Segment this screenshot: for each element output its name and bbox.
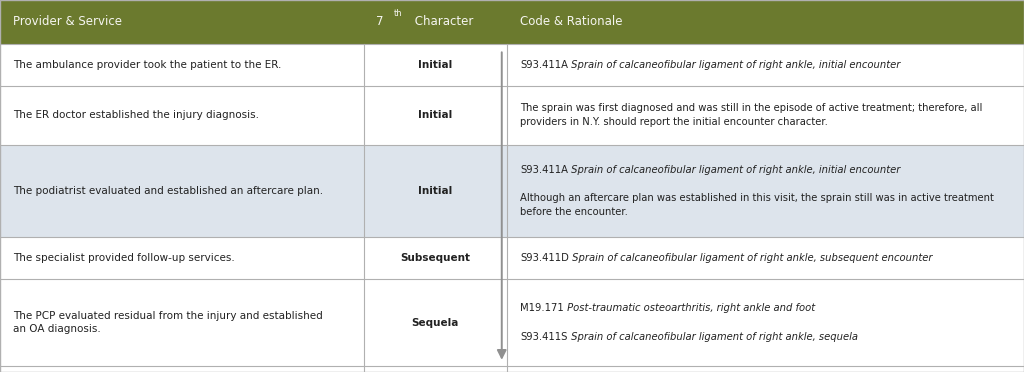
Text: The ambulance provider took the patient to the ER.: The ambulance provider took the patient … — [13, 60, 282, 70]
Text: The PCP evaluated residual from the injury and established
an OA diagnosis.: The PCP evaluated residual from the inju… — [13, 311, 323, 334]
Text: before the encounter.: before the encounter. — [520, 207, 628, 217]
Text: S93.411D: S93.411D — [520, 253, 569, 263]
Text: Provider & Service: Provider & Service — [13, 16, 122, 28]
Bar — [0, 237, 1024, 279]
Text: 7: 7 — [376, 16, 383, 28]
Text: The specialist provided follow-up services.: The specialist provided follow-up servic… — [13, 253, 236, 263]
Text: Sprain of calcaneofibular ligament of right ankle, initial encounter: Sprain of calcaneofibular ligament of ri… — [568, 60, 900, 70]
Text: M19.171: M19.171 — [520, 304, 564, 313]
Bar — [0, 145, 1024, 237]
Text: S93.411A: S93.411A — [520, 60, 568, 70]
Text: Post-traumatic osteoarthritis, right ankle and foot: Post-traumatic osteoarthritis, right ank… — [564, 304, 815, 313]
Text: Subsequent: Subsequent — [400, 253, 470, 263]
Text: Initial: Initial — [418, 60, 453, 70]
Text: Sprain of calcaneofibular ligament of right ankle, sequela: Sprain of calcaneofibular ligament of ri… — [567, 332, 857, 341]
Text: Character: Character — [411, 16, 473, 28]
Text: Although an aftercare plan was established in this visit, the sprain still was i: Although an aftercare plan was establish… — [520, 193, 994, 203]
Text: Sprain of calcaneofibular ligament of right ankle, initial encounter: Sprain of calcaneofibular ligament of ri… — [568, 165, 900, 174]
Text: The sprain was first diagnosed and was still in the episode of active treatment;: The sprain was first diagnosed and was s… — [520, 103, 983, 113]
Text: Sequela: Sequela — [412, 318, 459, 327]
Bar — [0, 0, 1024, 44]
Text: The podiatrist evaluated and established an aftercare plan.: The podiatrist evaluated and established… — [13, 186, 324, 196]
Bar — [0, 279, 1024, 366]
Text: Sprain of calcaneofibular ligament of right ankle, subsequent encounter: Sprain of calcaneofibular ligament of ri… — [569, 253, 933, 263]
Bar — [0, 44, 1024, 86]
Text: Code & Rationale: Code & Rationale — [520, 16, 623, 28]
Text: th: th — [394, 9, 402, 18]
Text: The ER doctor established the injury diagnosis.: The ER doctor established the injury dia… — [13, 110, 259, 120]
Text: Initial: Initial — [418, 110, 453, 120]
Text: S93.411A: S93.411A — [520, 165, 568, 174]
Text: providers in N.Y. should report the initial encounter character.: providers in N.Y. should report the init… — [520, 118, 828, 127]
Text: Initial: Initial — [418, 186, 453, 196]
Text: S93.411S: S93.411S — [520, 332, 567, 341]
Bar — [0, 86, 1024, 145]
